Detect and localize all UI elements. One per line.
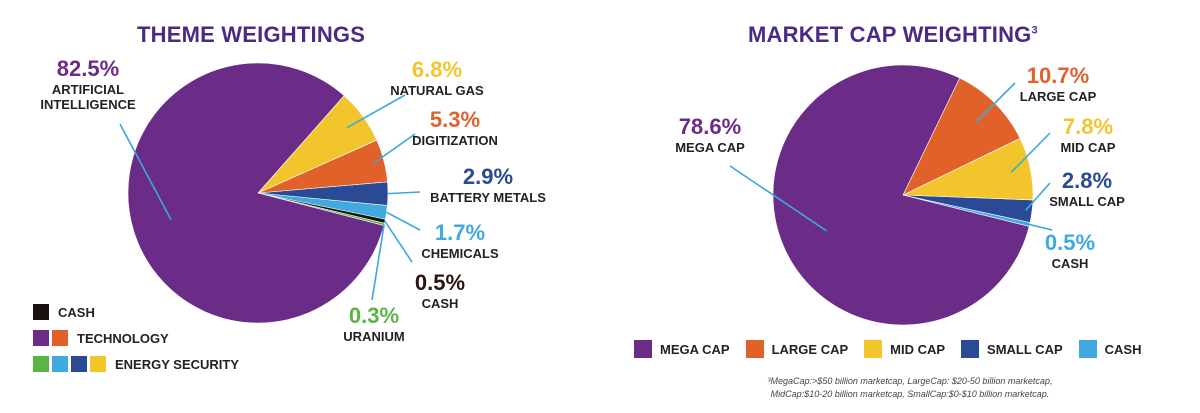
value-label-mega-cap-mc: 78.6%	[679, 114, 741, 139]
legend-label-mid-cap: MID CAP	[890, 341, 946, 357]
footnote-line-2: MidCap:$10-20 billion marketcap, SmallCa…	[770, 389, 1050, 399]
category-label-artificial-intelligence-2: INTELLIGENCE	[40, 97, 136, 112]
leader-line-uranium	[371, 224, 385, 301]
theme-legend: CASH TECHNOLOGY ENERGY SECURITY	[33, 299, 239, 377]
market-cap-pie-chart: 78.6%MEGA CAP 10.7%LARGE CAP 7.8%MID CAP 2.…	[675, 63, 1125, 326]
leader-line-cash-mc	[1023, 222, 1053, 231]
legend-label-energy-security: ENERGY SECURITY	[115, 356, 240, 372]
category-label-cash-mc: CASH	[1052, 256, 1089, 271]
value-label-uranium: 0.3%	[349, 303, 399, 328]
pie-slice-artificial-intelligence	[127, 62, 385, 324]
legend-label-mega-cap: MEGA CAP	[660, 341, 730, 357]
legend-item-small-cap: SMALL CAP	[961, 340, 1063, 358]
legend-label-technology: TECHNOLOGY	[77, 330, 169, 346]
legend-item-mid-cap: MID CAP	[864, 340, 945, 358]
value-label-small-cap-mc: 2.8%	[1062, 168, 1112, 193]
legend-swatch-energy-navy	[71, 356, 87, 372]
leader-line-chemicals	[386, 211, 421, 231]
legend-label-large-cap: LARGE CAP	[771, 341, 849, 357]
pie-slice-mega-cap	[772, 64, 1030, 326]
legend-item-large-cap: LARGE CAP	[745, 340, 849, 358]
value-label-cash-mc: 0.5%	[1045, 230, 1095, 255]
market-cap-footnote: ³MegaCap:>$50 billion marketcap, LargeCa…	[690, 375, 1130, 401]
legend-swatch-small-cap	[961, 340, 980, 358]
legend-swatch-technology-orange	[52, 330, 68, 346]
category-label-mid-cap-mc: MID CAP	[1061, 140, 1116, 155]
category-label-large-cap-mc: LARGE CAP	[1020, 89, 1097, 104]
value-label-artificial-intelligence: 82.5%	[57, 56, 119, 81]
value-label-chemicals: 1.7%	[435, 220, 485, 245]
legend-swatch-mid-cap	[864, 340, 883, 358]
legend-label-cash-bottom: CASH	[1104, 341, 1142, 357]
legend-swatch-mega-cap	[634, 340, 652, 358]
leader-line-cash	[384, 220, 413, 263]
category-label-mega-cap-mc: MEGA CAP	[675, 140, 745, 155]
footnote-line-1: ³MegaCap:>$50 billion marketcap, LargeCa…	[767, 376, 1053, 386]
category-label-artificial-intelligence-1: ARTIFICIAL	[52, 82, 124, 97]
legend-item-mega-cap: MEGA CAP	[634, 340, 730, 358]
category-label-small-cap-mc: SMALL CAP	[1049, 194, 1125, 209]
legend-label-cash: CASH	[58, 304, 95, 320]
legend-row-energy-security: ENERGY SECURITY	[33, 351, 239, 377]
category-label-digitization: DIGITIZATION	[412, 133, 498, 148]
value-label-mid-cap-mc: 7.8%	[1063, 114, 1113, 139]
market-cap-legend: MEGA CAP LARGE CAP MID CAP SMALL CAP CAS…	[634, 340, 1157, 358]
leader-line-mega-cap-mc	[729, 165, 827, 232]
market-cap-title-text: MARKET CAP WEIGHTING	[748, 22, 1032, 47]
category-label-chemicals: CHEMICALS	[421, 246, 499, 261]
legend-swatch-large-cap	[745, 340, 764, 358]
legend-row-cash: CASH	[33, 299, 239, 325]
legend-swatch-cash-bottom	[1078, 340, 1097, 358]
value-label-large-cap-mc: 10.7%	[1027, 63, 1089, 88]
legend-swatch-energy-yellow	[90, 356, 106, 372]
legend-label-small-cap: SMALL CAP	[987, 341, 1063, 357]
legend-swatch-technology-purple	[33, 330, 49, 346]
leader-line-natural-gas	[346, 94, 406, 129]
category-label-uranium: URANIUM	[343, 329, 404, 344]
leader-line-battery-metals	[387, 191, 421, 195]
market-cap-weighting-title: MARKET CAP WEIGHTING3	[748, 22, 1038, 48]
theme-weightings-title: THEME WEIGHTINGS	[137, 22, 366, 47]
category-label-battery-metals: BATTERY METALS	[430, 190, 546, 205]
leader-line-small-cap-mc	[1024, 182, 1051, 211]
value-label-natural-gas: 6.8%	[412, 57, 462, 82]
leader-line-large-cap-mc	[975, 82, 1016, 123]
value-label-battery-metals: 2.9%	[463, 164, 513, 189]
legend-item-cash: CASH	[1078, 340, 1142, 358]
legend-row-technology: TECHNOLOGY	[33, 325, 239, 351]
leader-line-digitization	[373, 133, 416, 164]
legend-swatch-energy-lightblue	[52, 356, 68, 372]
leader-line-mid-cap-mc	[1010, 132, 1051, 173]
category-label-cash: CASH	[422, 296, 459, 311]
legend-swatch-cash	[33, 304, 49, 320]
leader-line-artificial-intelligence	[119, 123, 172, 220]
value-label-digitization: 5.3%	[430, 107, 480, 132]
legend-swatch-energy-green	[33, 356, 49, 372]
market-cap-title-superscript: 3	[1031, 24, 1038, 37]
category-label-natural-gas: NATURAL GAS	[390, 83, 484, 98]
value-label-cash: 0.5%	[415, 270, 465, 295]
